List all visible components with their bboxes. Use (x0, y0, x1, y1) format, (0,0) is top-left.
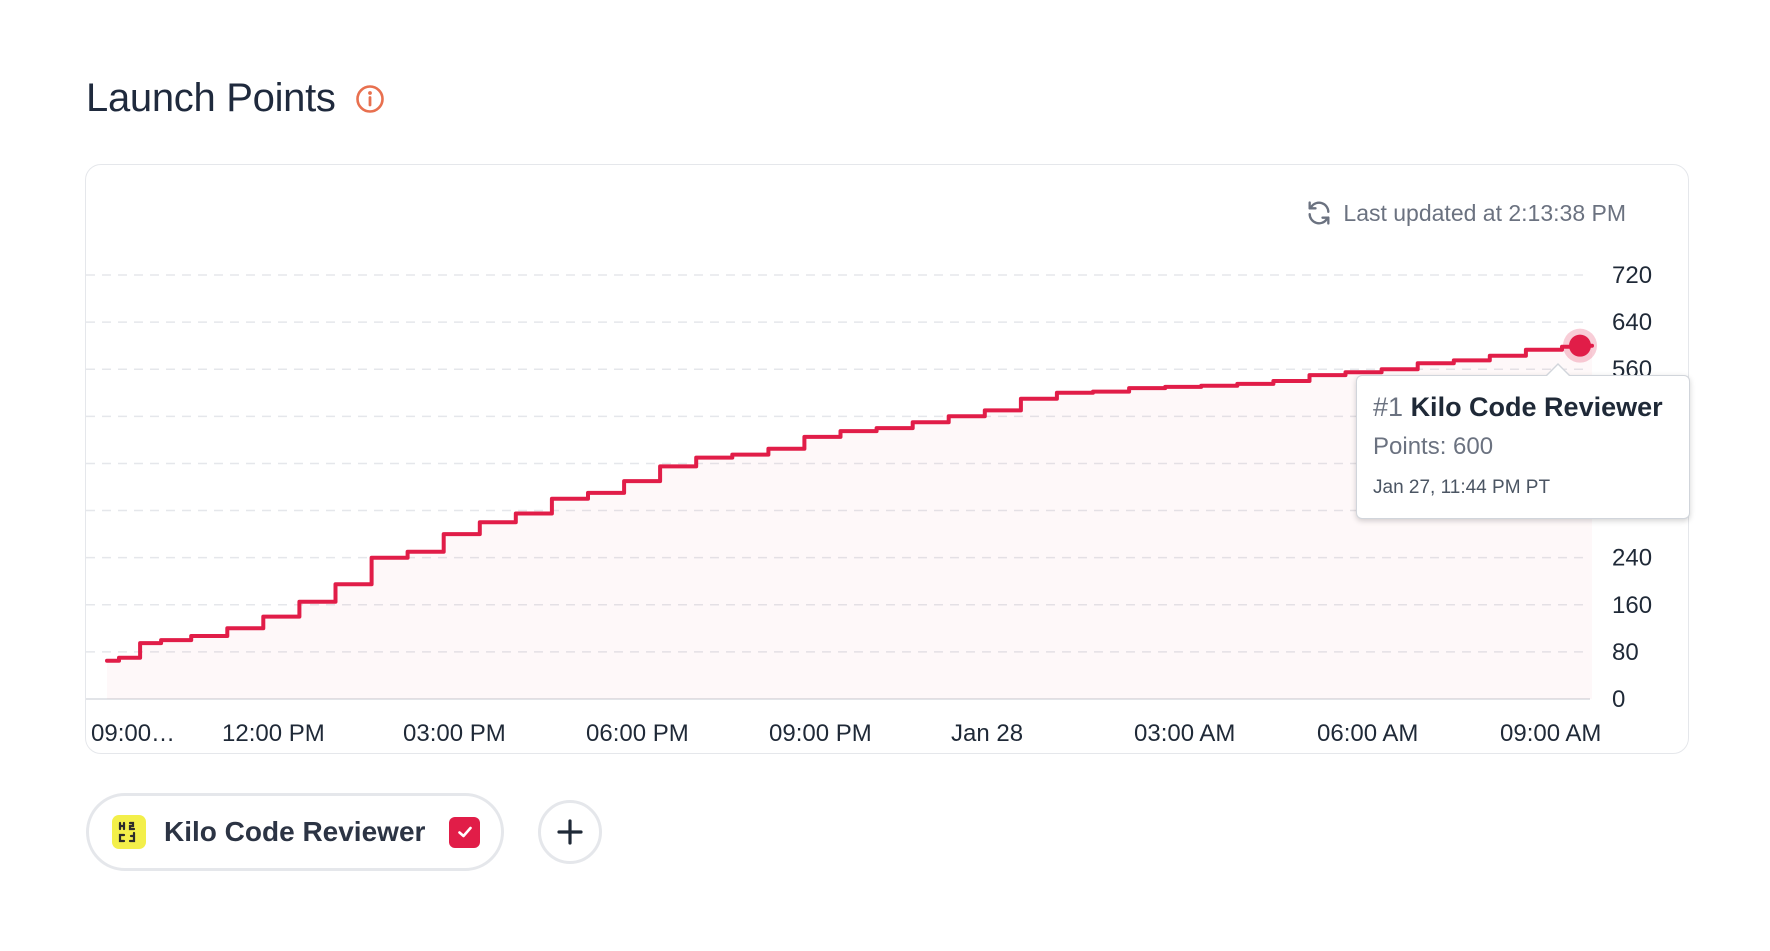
x-tick-label-6: 03:00 AM (1134, 720, 1235, 747)
last-updated-status: Last updated at 2:13:38 PM (1305, 199, 1626, 227)
tooltip-date: Jan 27, 11:44 PM PT (1373, 477, 1551, 498)
tooltip-points: Points: 600 (1373, 433, 1494, 460)
tooltip-name: Kilo Code Reviewer (1410, 392, 1663, 422)
series-line-kilo-code-reviewer[interactable] (105, 343, 1594, 663)
x-tick-label-7: 06:00 AM (1317, 720, 1418, 747)
x-tick-label-0: 09:00… (91, 720, 175, 747)
legend-checkbox[interactable] (449, 816, 481, 848)
add-series-button[interactable] (538, 800, 602, 864)
tooltip-title: #1 Kilo Code Reviewer (1373, 392, 1673, 423)
chart-tooltip: #1 Kilo Code Reviewer Points: 600 Jan 27… (1356, 363, 1690, 519)
last-updated-text: Last updated at 2:13:38 PM (1343, 199, 1626, 226)
tooltip-rank: #1 (1373, 392, 1404, 422)
legend-chip-label: Kilo Code Reviewer (164, 816, 426, 847)
check-icon (458, 826, 472, 838)
refresh-icon[interactable] (1305, 199, 1333, 227)
legend-chip-kilo-code-reviewer[interactable]: Kilo Code Reviewer (86, 793, 504, 871)
y-tick-label-240: 240 (1612, 545, 1652, 572)
kilo-logo-icon (112, 815, 146, 849)
chart-card: Last updated at 2:13:38 PM 0 80 160 240 560 6… (85, 164, 1690, 754)
info-icon[interactable] (354, 83, 386, 115)
page-header: Launch Points (86, 76, 386, 121)
y-tick-label-720: 720 (1612, 262, 1652, 289)
highlight-point[interactable] (1569, 334, 1592, 357)
y-tick-label-640: 640 (1612, 309, 1652, 336)
y-tick-label-160: 160 (1612, 592, 1652, 619)
x-tick-label-2: 03:00 PM (403, 720, 506, 747)
plus-icon (557, 819, 583, 845)
x-tick-label-8: 09:00 AM (1500, 720, 1601, 747)
x-tick-label-5: Jan 28 (951, 720, 1023, 747)
x-tick-label-4: 09:00 PM (769, 720, 872, 747)
y-tick-label-80: 80 (1612, 639, 1639, 666)
x-tick-label-1: 12:00 PM (222, 720, 325, 747)
y-tick-label-0: 0 (1612, 686, 1625, 713)
x-tick-label-3: 06:00 PM (586, 720, 689, 747)
page-title: Launch Points (86, 76, 336, 120)
